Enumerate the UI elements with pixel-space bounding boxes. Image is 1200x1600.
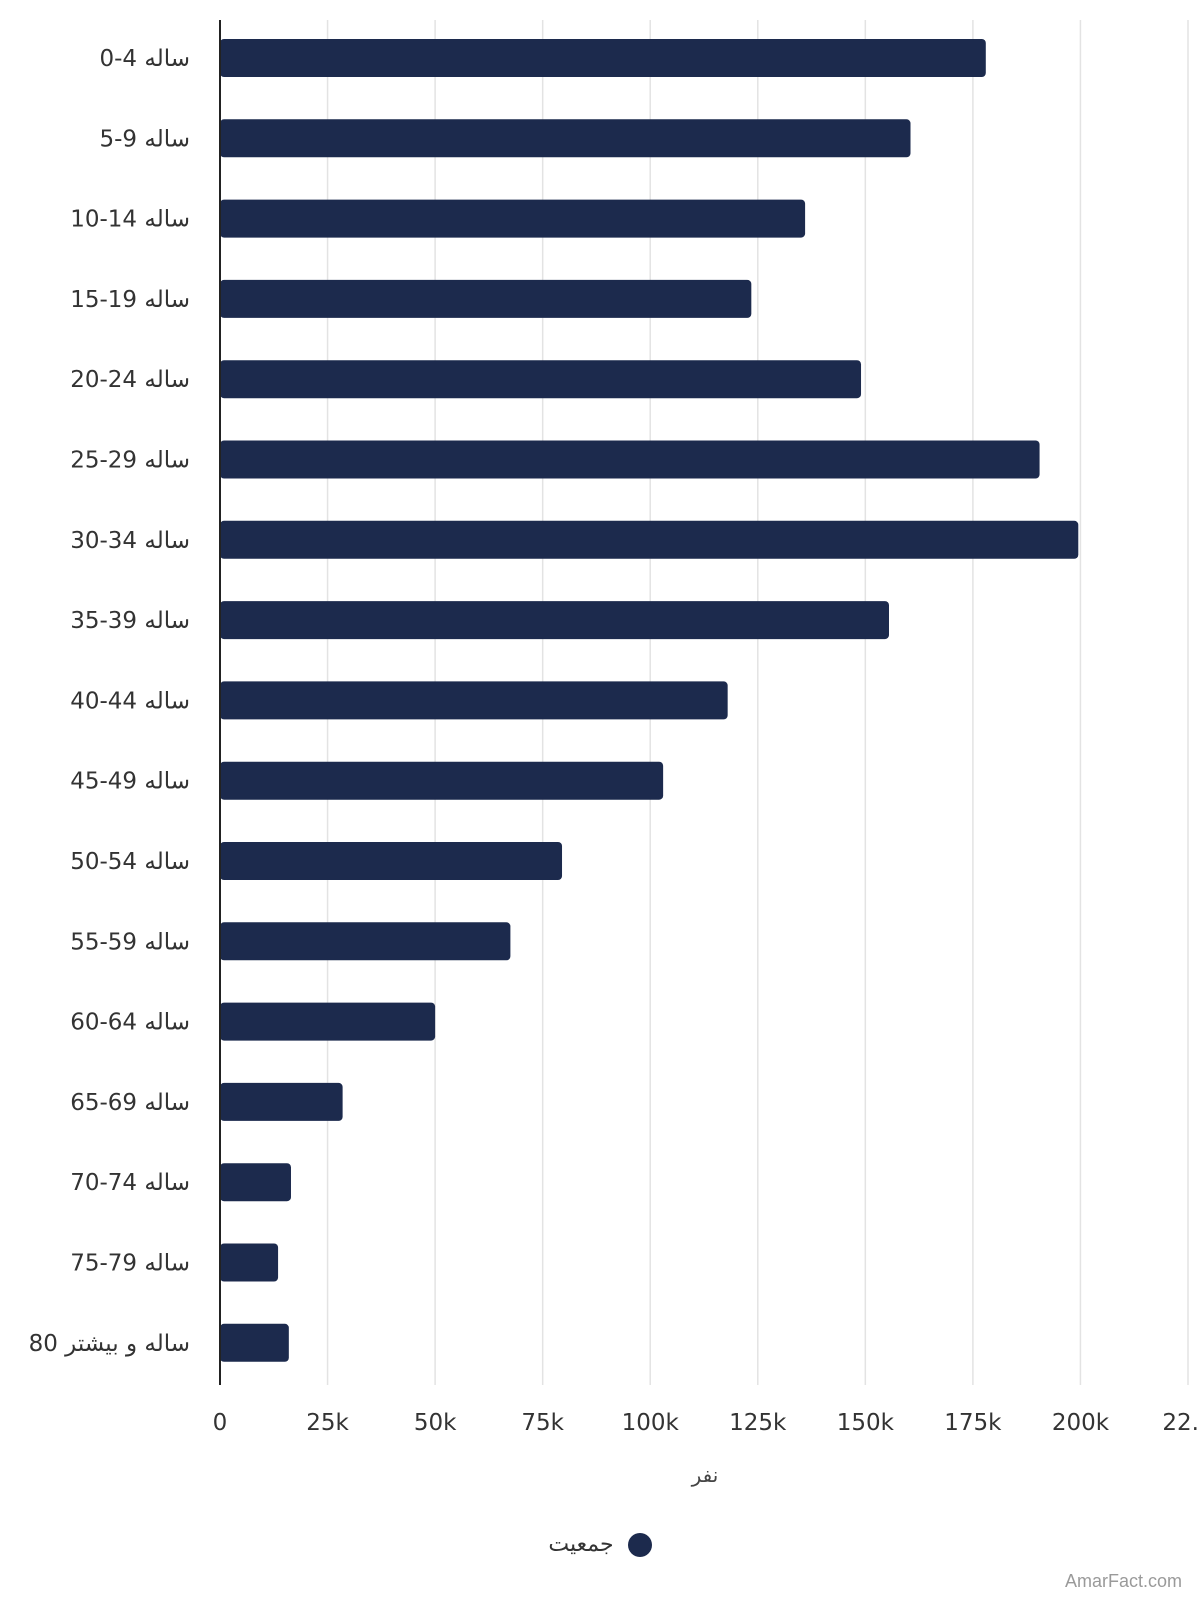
x-tick-label: 22...	[1162, 1410, 1200, 1436]
bar	[220, 1243, 279, 1282]
bar	[220, 601, 889, 640]
bar	[220, 440, 1040, 479]
bar	[220, 119, 911, 158]
bar	[220, 199, 806, 238]
x-axis-title: نفر	[691, 1463, 719, 1487]
category-label: 30-34 ساله	[70, 528, 190, 554]
category-label: 70-74 ساله	[70, 1170, 190, 1196]
bar	[220, 681, 728, 720]
category-label: 80 ساله و بیشتر	[29, 1331, 190, 1357]
bar	[220, 1163, 291, 1202]
x-tick-label: 25k	[306, 1410, 349, 1436]
bar	[220, 520, 1079, 559]
bar	[220, 1323, 289, 1362]
x-tick-label: 175k	[944, 1410, 1002, 1436]
category-label: 40-44 ساله	[70, 688, 190, 714]
category-label: 50-54 ساله	[70, 849, 190, 875]
bars	[220, 39, 1079, 1362]
x-tick-label: 100k	[622, 1410, 680, 1436]
legend-marker	[627, 1532, 652, 1557]
category-label: 10-14 ساله	[70, 207, 190, 233]
category-label: 20-24 ساله	[70, 367, 190, 393]
watermark: AmarFact.com	[1064, 1571, 1182, 1591]
grid-lines	[326, 20, 1189, 1385]
category-label: 75-79 ساله	[70, 1251, 190, 1277]
category-label: 5-9 ساله	[99, 126, 190, 152]
bar	[220, 360, 862, 399]
x-tick-label: 125k	[729, 1410, 787, 1436]
bar	[220, 842, 563, 880]
bar	[220, 761, 664, 800]
bar	[220, 1082, 343, 1121]
x-tick-label: 200k	[1052, 1410, 1110, 1436]
bar	[220, 279, 752, 318]
category-label: 65-69 ساله	[70, 1090, 190, 1116]
category-label: 60-64 ساله	[70, 1010, 190, 1036]
bar	[220, 1002, 436, 1041]
category-label: 15-19 ساله	[70, 287, 190, 313]
category-label: 55-59 ساله	[70, 929, 190, 955]
category-labels: 0-4 ساله 5-9 ساله 10-14 ساله 15-19 ساله 20-2…	[29, 46, 190, 1357]
legend-label: جمعیت	[548, 1532, 614, 1557]
x-tick-label: 150k	[837, 1410, 895, 1436]
x-tick-label: 50k	[414, 1410, 457, 1436]
category-label: 35-39 ساله	[70, 608, 190, 634]
legend: جمعیت	[0, 1532, 1200, 1557]
category-label: 45-49 ساله	[70, 769, 190, 795]
bar	[220, 39, 986, 77]
category-label: 25-29 ساله	[70, 448, 190, 474]
bar	[220, 922, 511, 961]
x-tick-labels: 0 25k 50k 75k 100k 125k 150k 175k 200k 22...	[213, 1410, 1200, 1436]
x-tick-label: 75k	[521, 1410, 564, 1436]
x-tick-label: 0	[213, 1410, 228, 1436]
category-label: 0-4 ساله	[99, 46, 190, 72]
